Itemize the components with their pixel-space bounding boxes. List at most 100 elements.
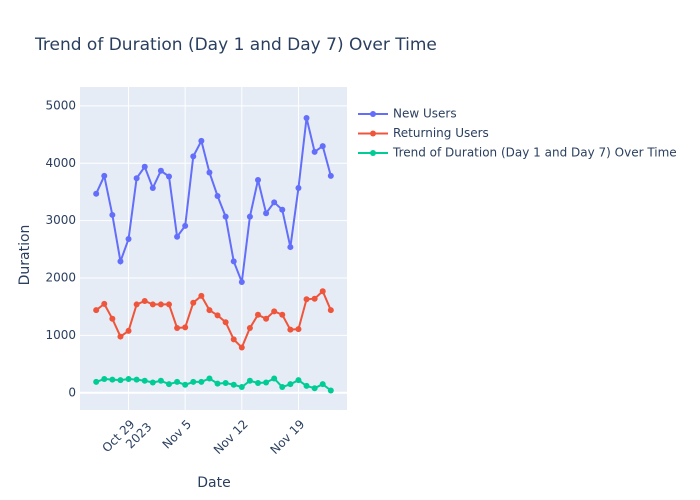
point xyxy=(166,173,172,180)
point xyxy=(133,376,140,383)
point xyxy=(214,193,221,200)
point xyxy=(255,380,261,387)
point xyxy=(303,382,310,389)
point xyxy=(287,326,294,333)
point xyxy=(319,288,326,295)
point xyxy=(255,311,261,318)
point xyxy=(246,213,253,220)
point xyxy=(295,326,302,333)
point xyxy=(238,344,245,351)
point xyxy=(190,153,197,160)
legend-label: Trend of Duration (Day 1 and Day 7) Over… xyxy=(392,146,677,160)
point xyxy=(93,307,100,314)
legend-label: Returning Users xyxy=(393,126,489,140)
point xyxy=(141,377,148,384)
point xyxy=(238,384,245,391)
point xyxy=(133,301,140,308)
point xyxy=(93,378,100,385)
plot-area xyxy=(80,87,347,410)
point xyxy=(117,333,124,340)
x-axis-title: Date xyxy=(197,475,230,491)
point xyxy=(303,296,310,303)
point xyxy=(311,295,318,302)
point xyxy=(166,381,172,388)
point xyxy=(101,376,108,383)
chart-title: Trend of Duration (Day 1 and Day 7) Over… xyxy=(34,35,437,55)
point xyxy=(149,184,156,191)
point xyxy=(198,292,205,299)
point xyxy=(141,163,148,170)
point xyxy=(238,279,245,286)
y-tick-label: 4000 xyxy=(45,156,76,170)
point xyxy=(214,380,221,387)
point xyxy=(182,324,189,331)
point xyxy=(230,381,237,388)
point xyxy=(279,206,286,213)
point xyxy=(222,319,229,326)
point xyxy=(182,222,189,229)
point xyxy=(246,324,253,331)
y-axis-title: Duration xyxy=(17,225,33,286)
point xyxy=(101,172,108,179)
series-line xyxy=(95,117,332,283)
point xyxy=(279,384,286,391)
point xyxy=(149,379,156,386)
point xyxy=(263,379,270,386)
point xyxy=(125,236,132,243)
point xyxy=(279,311,286,318)
point xyxy=(303,114,310,121)
point xyxy=(198,137,205,144)
point xyxy=(271,375,278,382)
point xyxy=(295,184,302,191)
point xyxy=(206,307,213,314)
point xyxy=(327,307,334,314)
point xyxy=(263,315,270,322)
y-tick-label: 3000 xyxy=(45,213,76,227)
legend-marker xyxy=(370,150,376,156)
point xyxy=(157,301,164,308)
point xyxy=(190,299,197,306)
point xyxy=(319,143,326,150)
point xyxy=(311,148,318,155)
point xyxy=(255,176,261,183)
y-tick-label: 2000 xyxy=(45,271,76,285)
y-tick-label: 5000 xyxy=(45,98,76,112)
point xyxy=(149,301,156,308)
point xyxy=(222,213,229,220)
point xyxy=(198,378,205,385)
point xyxy=(319,381,326,388)
point xyxy=(117,377,124,384)
point xyxy=(109,211,116,218)
point xyxy=(125,376,132,383)
point xyxy=(295,377,302,384)
legend-marker xyxy=(370,111,376,117)
point xyxy=(287,381,294,388)
legend-label: New Users xyxy=(393,107,457,121)
point xyxy=(246,377,253,384)
point xyxy=(93,190,100,197)
y-tick-label: 0 xyxy=(68,385,76,399)
point xyxy=(311,385,318,392)
point xyxy=(190,378,197,385)
point xyxy=(174,233,181,240)
point xyxy=(327,172,334,179)
point xyxy=(263,210,270,217)
point xyxy=(230,336,237,343)
point xyxy=(287,244,294,251)
point xyxy=(182,381,189,388)
point xyxy=(157,167,164,174)
point xyxy=(327,387,334,394)
point xyxy=(125,327,132,334)
point xyxy=(271,308,278,315)
point xyxy=(230,258,237,265)
point xyxy=(133,175,140,182)
point xyxy=(109,376,116,383)
point xyxy=(271,199,278,206)
point xyxy=(101,300,108,307)
legend-marker xyxy=(370,130,376,137)
point xyxy=(206,375,213,382)
y-tick-label: 1000 xyxy=(45,328,76,342)
point xyxy=(174,324,181,331)
point xyxy=(141,297,148,304)
